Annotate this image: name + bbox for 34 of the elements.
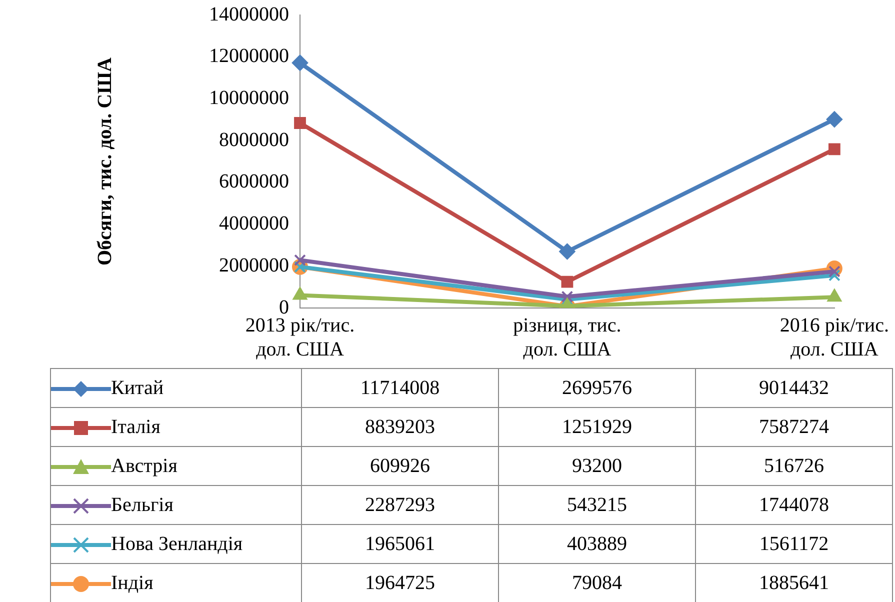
legend-label: Індія bbox=[111, 572, 154, 594]
y-tick-label: 14000000 bbox=[209, 3, 289, 26]
legend-label: Нова Зенландія bbox=[111, 532, 243, 554]
legend-label: Бельгія bbox=[111, 494, 174, 516]
data-label: 609926 bbox=[302, 446, 498, 486]
data-label: 1965061 bbox=[302, 524, 498, 564]
y-tick-label: 2000000 bbox=[219, 254, 289, 276]
data-label: 2699576 bbox=[498, 368, 696, 408]
x-tick-label: 2016 рік/тис. дол. США bbox=[780, 314, 890, 360]
data-label: 2287293 bbox=[302, 486, 498, 524]
y-tick-label: 8000000 bbox=[219, 128, 289, 151]
data-label: 1251929 bbox=[498, 408, 696, 446]
data-label: 1964725 bbox=[302, 564, 498, 602]
data-label: 1885641 bbox=[696, 564, 892, 602]
data-label: 79084 bbox=[498, 564, 696, 602]
data-label: 93200 bbox=[498, 446, 696, 486]
y-axis-title: Обсяги, тис. дол. США bbox=[94, 56, 116, 266]
data-label: 1561172 bbox=[696, 524, 892, 564]
y-tick-label: 4000000 bbox=[219, 212, 289, 235]
data-label: 1744078 bbox=[696, 486, 892, 524]
legend-label: Китай bbox=[111, 376, 164, 398]
data-label: 11714008 bbox=[302, 368, 498, 408]
data-label: 543215 bbox=[498, 486, 696, 524]
data-label: 9014432 bbox=[696, 368, 892, 408]
x-tick-label: різниця, тис. дол. США bbox=[513, 314, 622, 360]
data-label: 7587274 bbox=[696, 408, 892, 446]
legend-label: Австрія bbox=[111, 454, 178, 476]
data-label: 403889 bbox=[498, 524, 696, 564]
legend-label: Італія bbox=[111, 416, 160, 438]
y-tick-label: 6000000 bbox=[219, 170, 289, 193]
y-tick-label: 10000000 bbox=[209, 86, 289, 109]
y-tick-label: 12000000 bbox=[209, 45, 289, 68]
data-label: 8839203 bbox=[302, 408, 498, 446]
data-label: 516726 bbox=[696, 446, 892, 486]
